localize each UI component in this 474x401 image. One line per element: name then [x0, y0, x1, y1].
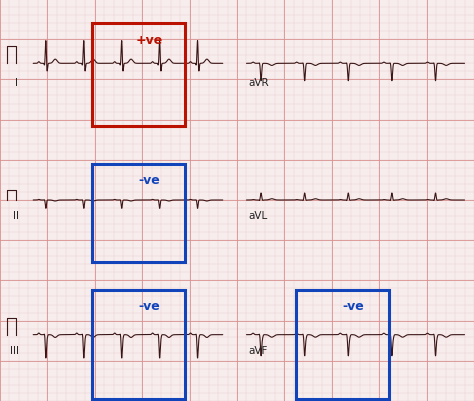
Text: III: III — [10, 345, 19, 355]
Text: -ve: -ve — [139, 173, 161, 186]
Bar — [92, 164, 185, 263]
Text: -ve: -ve — [139, 300, 161, 312]
Text: aVL: aVL — [249, 211, 268, 221]
Text: I: I — [15, 78, 18, 88]
Text: aVF: aVF — [249, 345, 268, 355]
Bar — [92, 24, 185, 126]
Bar — [296, 291, 389, 399]
Text: II: II — [13, 211, 19, 221]
Text: +ve: +ve — [136, 34, 164, 47]
Text: aVR: aVR — [249, 78, 270, 88]
Text: -ve: -ve — [343, 300, 365, 312]
Bar — [92, 291, 185, 399]
